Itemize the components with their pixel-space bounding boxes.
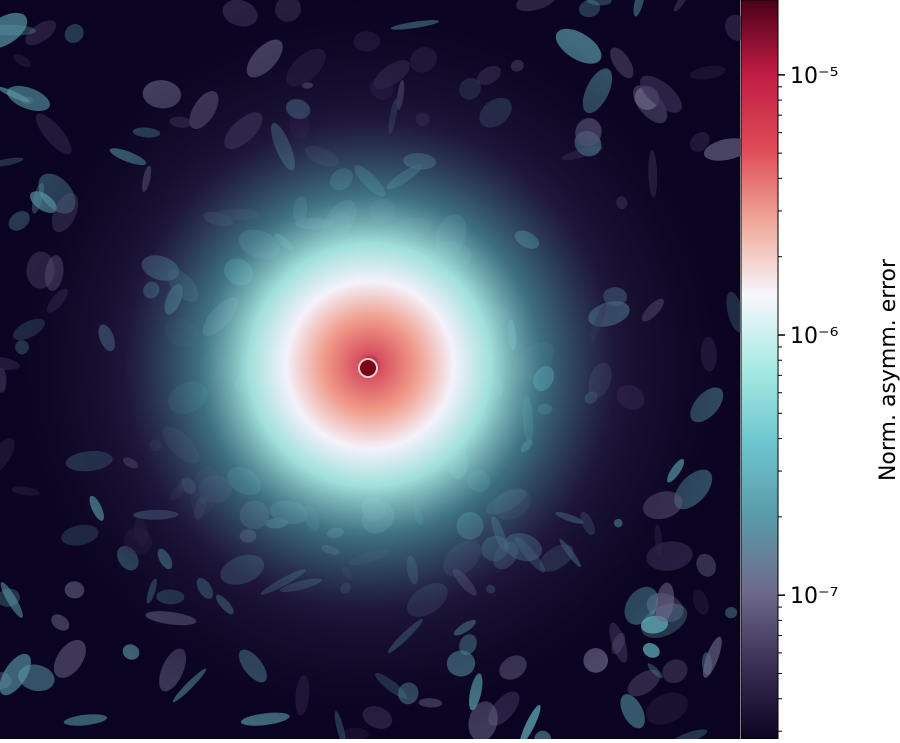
colorbar-label: Norm. asymm. error (876, 258, 900, 481)
colorbar-tick-label: 10⁻⁷ (790, 584, 838, 609)
heatmap-image (0, 0, 750, 743)
colorbar (741, 0, 778, 739)
colorbar-tick-label: 10⁻⁵ (790, 64, 838, 89)
colorbar-tick-label: 10⁻⁶ (790, 324, 839, 349)
